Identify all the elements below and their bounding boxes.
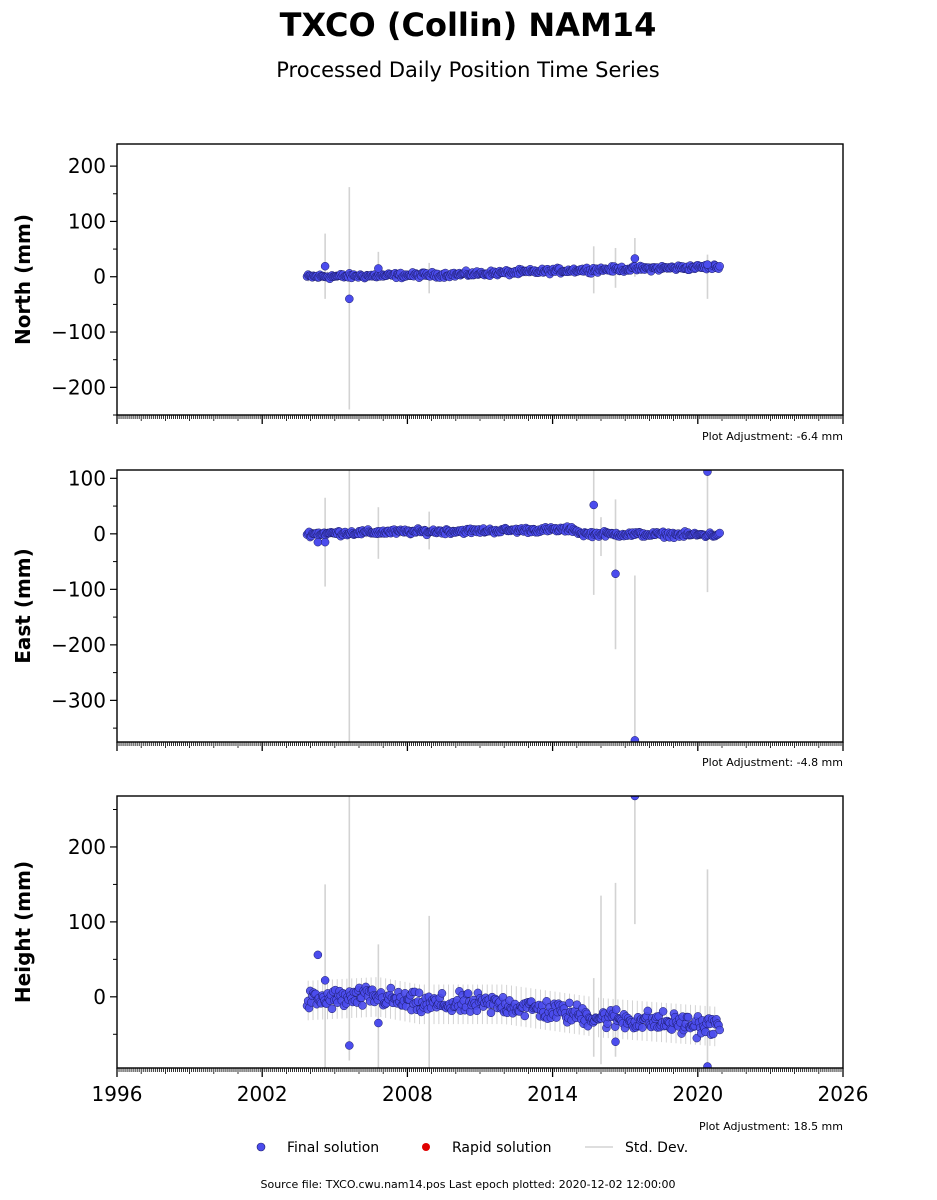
axes-frame-east <box>116 469 844 743</box>
outlier-point-height <box>345 1041 354 1050</box>
y-tick-label-height: 0 <box>93 985 106 1009</box>
y-tick-label-east: 100 <box>68 466 106 490</box>
data-point-height <box>358 1001 367 1010</box>
data-point-height <box>520 1011 530 1021</box>
y-tick-label-east: 0 <box>93 522 106 546</box>
y-axis-label-east: East (mm) <box>11 548 35 664</box>
plot-adjustment-height: Plot Adjustment: 18.5 mm <box>699 1120 843 1133</box>
legend-stddev-label: Std. Dev. <box>625 1140 688 1156</box>
data-point-height <box>327 1004 337 1014</box>
outlier-point-north <box>630 254 640 263</box>
legend-rapid-label: Rapid solution <box>452 1140 552 1156</box>
outlier-point-height <box>374 1018 383 1028</box>
panel-north: 200 100 0 −100 −200 North (mm) Plot Adjustment… <box>11 143 844 443</box>
plot-area-north <box>302 187 724 410</box>
outlier-point-north <box>374 264 383 273</box>
y-tick-label-height: 200 <box>68 835 106 859</box>
data-point-height <box>472 1006 482 1016</box>
y-tick-label-east: −300 <box>51 688 106 712</box>
plot-area-east <box>302 470 724 742</box>
figure-title: TXCO (Collin) NAM14 <box>280 6 657 44</box>
data-point-height <box>643 1006 653 1016</box>
x-tick-label: 2020 <box>672 1082 723 1106</box>
y-tick-label-north: 200 <box>68 154 106 178</box>
data-point-height <box>708 1029 718 1039</box>
outlier-point-height <box>703 1062 712 1068</box>
outlier-point-east <box>313 537 323 547</box>
x-tick-label: 2026 <box>818 1082 869 1106</box>
outlier-point-north <box>703 260 712 269</box>
data-point-height <box>463 989 473 998</box>
x-tick-label: 2002 <box>237 1082 288 1106</box>
legend-final-marker <box>256 1142 266 1152</box>
outlier-point-north <box>320 261 330 271</box>
x-tick-label: 2014 <box>527 1082 578 1106</box>
y-tick-label-east: −200 <box>51 633 106 657</box>
outlier-point-east <box>703 470 712 476</box>
outlier-point-east <box>611 569 620 579</box>
data-point-height <box>715 1025 724 1035</box>
data-point-height <box>386 983 396 993</box>
data-point-east <box>715 528 724 538</box>
outlier-point-east <box>630 736 640 742</box>
plot-adjustment-east: Plot Adjustment: -4.8 mm <box>702 756 843 769</box>
axes-frame-height <box>116 795 844 1069</box>
outlier-point-east <box>320 537 330 547</box>
data-point-north <box>715 261 724 271</box>
outlier-point-height <box>611 1037 620 1047</box>
y-tick-label-height: 100 <box>68 910 106 934</box>
y-tick-label-east: −100 <box>51 577 106 601</box>
data-point-height <box>486 1008 496 1018</box>
plot-area-height <box>302 796 724 1068</box>
plot-adjustment-north: Plot Adjustment: -6.4 mm <box>702 430 843 443</box>
outlier-point-height <box>630 796 640 801</box>
data-point-height <box>414 988 424 998</box>
outlier-point-east <box>589 500 598 510</box>
axes-frame-north <box>116 143 844 416</box>
panel-height: 200 100 0 1996 2002 2008 2014 2020 2026 Height (m… <box>11 795 869 1133</box>
data-point-height <box>437 989 447 998</box>
legend-rapid-marker <box>422 1143 430 1151</box>
y-axis-label-north: North (mm) <box>11 214 35 345</box>
outlier-point-height <box>313 950 323 960</box>
y-tick-label-north: 0 <box>93 265 106 289</box>
outlier-point-north <box>345 294 354 304</box>
figure-subtitle: Processed Daily Position Time Series <box>276 58 660 82</box>
y-tick-label-north: −200 <box>51 375 106 399</box>
y-tick-label-north: 100 <box>68 209 106 233</box>
data-point-height <box>611 1005 621 1014</box>
outlier-point-height <box>320 976 330 985</box>
legend: Final solution Rapid solution Std. Dev. <box>256 1140 688 1156</box>
panel-east: 100 0 −100 −200 −300 East (mm) Plot Adjustment… <box>11 466 844 769</box>
data-point-height <box>658 1007 668 1016</box>
data-point-height <box>683 1012 693 1022</box>
data-point-height <box>565 998 574 1008</box>
y-axis-label-height: Height (mm) <box>11 861 35 1003</box>
legend-final-label: Final solution <box>287 1140 379 1156</box>
x-tick-label: 1996 <box>92 1082 143 1106</box>
x-tick-label: 2008 <box>382 1082 433 1106</box>
y-tick-label-north: −100 <box>51 320 106 344</box>
source-footer: Source file: TXCO.cwu.nam14.pos Last epo… <box>260 1178 675 1191</box>
